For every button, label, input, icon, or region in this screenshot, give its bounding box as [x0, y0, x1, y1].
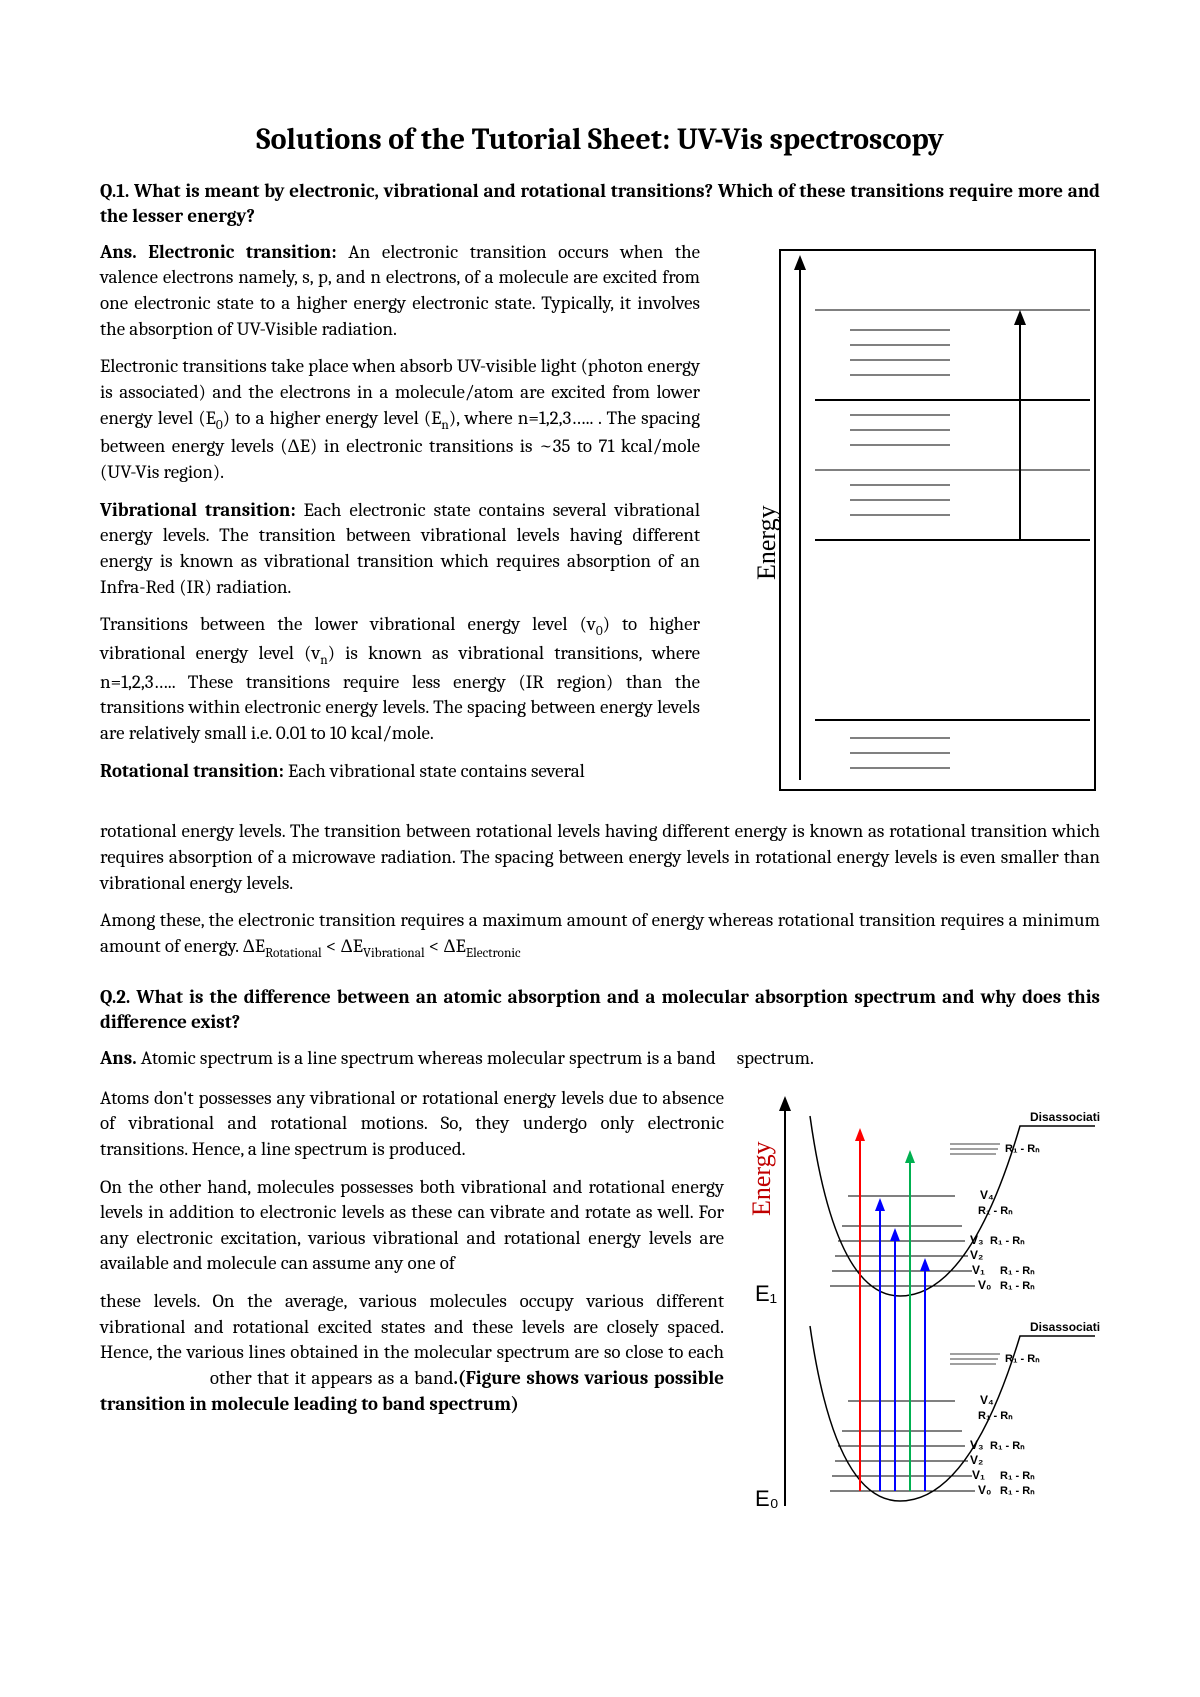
q2-p2: Atoms don't possesses any vibrational or… [100, 1086, 724, 1163]
svg-text:R₁ - Rₙ: R₁ - Rₙ [990, 1235, 1025, 1247]
svg-text:R₁ - Rₙ: R₁ - Rₙ [990, 1440, 1025, 1452]
e0-label: E₀ [755, 1486, 779, 1511]
q1-question: Q.1. What is meant by electronic, vibrat… [100, 179, 1100, 230]
disassoc-upper: Disassociation [1030, 1110, 1100, 1124]
energy-levels-diagram: Energy [720, 240, 1100, 800]
svg-text:V₄: V₄ [980, 1393, 994, 1407]
svg-text:R₁ - Rₙ: R₁ - Rₙ [1000, 1485, 1035, 1497]
q1-row: Ans. Electronic transition: An electroni… [100, 240, 1100, 808]
svg-text:V₀: V₀ [978, 1278, 991, 1292]
q2-p4a: these levels. On the average, various mo… [100, 1290, 724, 1363]
q1-p1b: Electronic transitions take place when a… [100, 354, 700, 485]
svg-text:R₁ - Rₙ: R₁ - Rₙ [1005, 1143, 1040, 1155]
q1-p3a-text: Each vibrational state contains several [284, 760, 585, 782]
energy-axis-label-2: Energy [747, 1141, 776, 1216]
q1-p4-a: Among these, the electronic transition r… [100, 909, 1100, 957]
rot-label: Rotational transition: [100, 760, 284, 782]
q2-p3: On the other hand, molecules possesses b… [100, 1175, 724, 1278]
page-title: Solutions of the Tutorial Sheet: UV-Vis … [100, 120, 1100, 161]
svg-text:R₁ - Rₙ: R₁ - Rₙ [1000, 1280, 1035, 1292]
q1-p3a: Rotational transition: Each vibrational … [100, 759, 700, 785]
svg-text:R₁ - Rₙ: R₁ - Rₙ [1000, 1265, 1035, 1277]
q1-p2a: Vibrational transition: Each electronic … [100, 498, 700, 601]
svg-text:V₂: V₂ [970, 1453, 983, 1467]
svg-text:V₃: V₃ [970, 1438, 984, 1452]
q1-p3-full: rotational energy levels. The transition… [100, 819, 1100, 896]
svg-text:V₀: V₀ [978, 1483, 991, 1497]
vib-label: Vibrational transition: [100, 499, 296, 521]
q1-p4: Among these, the electronic transition r… [100, 908, 1100, 962]
svg-text:V₄: V₄ [980, 1188, 994, 1202]
q1-p2b-a: Transitions between the lower vibrationa… [100, 613, 596, 635]
q2-figure-column: Energy E₁ E₀ Disassociation R₁ - Rₙ V₄ R… [740, 1086, 1100, 1524]
svg-text:R₁ - Rₙ: R₁ - Rₙ [978, 1410, 1013, 1422]
q2-p1: Atomic spectrum is a line spectrum where… [137, 1047, 716, 1069]
svg-text:R₁ - Rₙ: R₁ - Rₙ [1005, 1353, 1040, 1365]
svg-text:V₁: V₁ [972, 1468, 985, 1482]
svg-text:R₁ - Rₙ: R₁ - Rₙ [978, 1205, 1013, 1217]
q1-p1b-b: ) to a higher energy level (E [223, 407, 442, 429]
ans-electronic-label: Ans. Electronic transition: [100, 241, 337, 263]
e1-label: E₁ [755, 1281, 777, 1306]
svg-text:V₁: V₁ [972, 1263, 985, 1277]
svg-text:R₁ - Rₙ: R₁ - Rₙ [1000, 1470, 1035, 1482]
svg-text:V₃: V₃ [970, 1233, 984, 1247]
q2-p4: these levels. On the average, various mo… [100, 1289, 724, 1417]
q1-p4-c: < ΔE [425, 935, 466, 957]
q2-question: Q.2. What is the difference between an a… [100, 985, 1100, 1036]
q2-p1-end: spectrum. [737, 1047, 814, 1069]
q1-text-column: Ans. Electronic transition: An electroni… [100, 240, 700, 808]
disassoc-lower: Disassociation [1030, 1320, 1100, 1334]
energy-axis-label: Energy [752, 505, 781, 580]
q1-figure-column: Energy [720, 240, 1100, 808]
q2-p1-line: Ans. Atomic spectrum is a line spectrum … [100, 1046, 1100, 1072]
q1-p2b: Transitions between the lower vibrationa… [100, 612, 700, 746]
q2-row: Atoms don't possesses any vibrational or… [100, 1086, 1100, 1524]
q1-p4-b: < ΔE [322, 935, 363, 957]
q2-text-column: Atoms don't possesses any vibrational or… [100, 1086, 724, 1524]
q1-p1: Ans. Electronic transition: An electroni… [100, 240, 700, 343]
potential-curves-diagram: Energy E₁ E₀ Disassociation R₁ - Rₙ V₄ R… [740, 1086, 1100, 1516]
svg-text:V₂: V₂ [970, 1248, 983, 1262]
q2-p4b: that it appears as a band [257, 1367, 453, 1389]
q2-ans-label: Ans. [100, 1047, 137, 1069]
q2-p4-other: other [210, 1367, 252, 1389]
